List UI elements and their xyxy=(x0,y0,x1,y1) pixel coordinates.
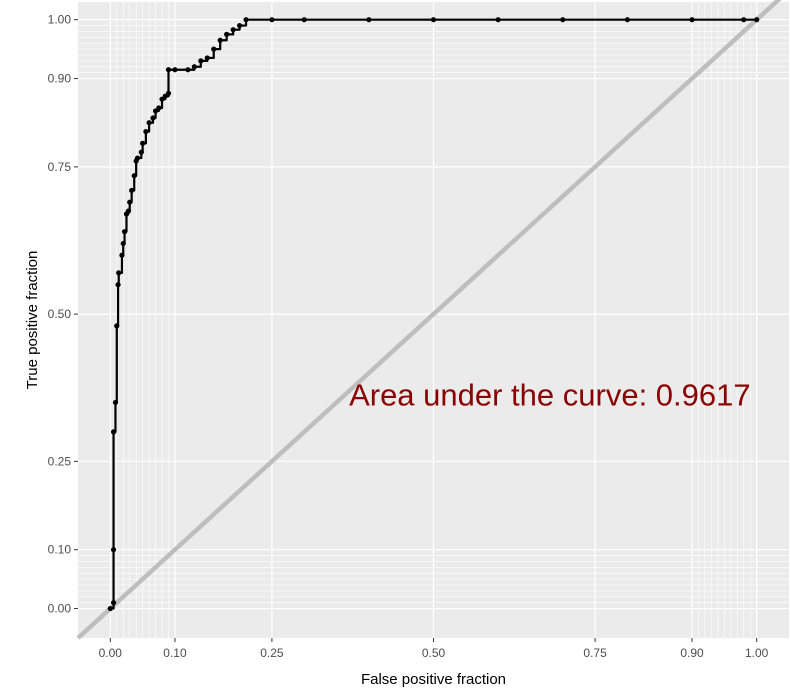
y-tick-label: 0.90 xyxy=(48,72,72,86)
x-tick-label: 0.10 xyxy=(163,646,187,660)
chance-diagonal xyxy=(76,0,782,640)
roc-point xyxy=(140,140,146,146)
y-tick-label: 0.00 xyxy=(48,602,72,616)
roc-point xyxy=(204,55,210,61)
diagonal-line xyxy=(76,0,782,640)
roc-point xyxy=(143,128,149,135)
x-tick-label: 0.75 xyxy=(583,646,607,660)
roc-point xyxy=(116,270,122,276)
x-tick-label: 0.90 xyxy=(680,646,704,660)
x-axis-ticks: 0.00 0.10 0.25 0.50 0.75 0.90 1.00 xyxy=(99,638,769,660)
y-axis-ticks: 0.00 0.10 0.25 0.50 0.75 0.90 1.00 xyxy=(48,13,78,616)
roc-point xyxy=(624,17,631,23)
roc-point xyxy=(146,120,152,126)
roc-point xyxy=(495,17,501,23)
roc-point xyxy=(107,605,113,612)
roc-point xyxy=(110,547,117,553)
roc-point xyxy=(366,17,372,23)
roc-point xyxy=(198,58,204,64)
roc-point xyxy=(689,17,695,23)
roc-point xyxy=(172,67,178,73)
roc-point xyxy=(217,37,223,43)
roc-point xyxy=(115,282,121,288)
roc-point xyxy=(191,64,197,70)
roc-point xyxy=(131,173,137,179)
roc-point xyxy=(127,199,133,205)
roc-point xyxy=(129,187,135,194)
roc-point xyxy=(119,252,125,258)
roc-point xyxy=(211,46,217,52)
roc-point xyxy=(125,208,132,214)
roc-point xyxy=(230,27,236,33)
roc-point xyxy=(112,399,119,406)
roc-point xyxy=(165,67,172,73)
major-gridlines xyxy=(78,2,789,638)
roc-point xyxy=(243,17,249,23)
x-axis-title: False positive fraction xyxy=(361,671,506,688)
roc-point xyxy=(121,229,128,235)
y-axis-title: True positive fraction xyxy=(24,251,41,390)
x-tick-label: 1.00 xyxy=(745,646,769,660)
y-tick-label: 1.00 xyxy=(48,13,72,27)
x-tick-label: 0.25 xyxy=(260,646,284,660)
roc-point xyxy=(741,17,747,23)
y-tick-label: 0.25 xyxy=(48,454,72,468)
roc-point xyxy=(114,323,120,329)
roc-point xyxy=(138,149,144,155)
roc-point xyxy=(150,115,156,121)
roc-point xyxy=(236,22,243,29)
y-tick-label: 0.75 xyxy=(48,160,72,174)
roc-point xyxy=(185,67,191,73)
roc-point xyxy=(110,429,117,435)
roc-point xyxy=(110,600,117,606)
roc-point xyxy=(430,17,437,23)
roc-point xyxy=(560,17,566,23)
roc-point xyxy=(269,17,275,23)
roc-points xyxy=(107,17,760,612)
roc-point xyxy=(301,17,307,23)
roc-point xyxy=(224,31,230,37)
x-tick-label: 0.50 xyxy=(422,646,446,660)
auc-annotation: Area under the curve: 0.9617 xyxy=(349,377,751,412)
y-tick-label: 0.50 xyxy=(48,307,72,321)
x-tick-label: 0.00 xyxy=(99,646,123,660)
roc-point xyxy=(134,155,141,161)
roc-point xyxy=(156,105,162,111)
roc-point xyxy=(120,240,126,247)
y-tick-label: 0.10 xyxy=(48,543,72,557)
roc-point xyxy=(165,90,172,96)
roc-point xyxy=(754,17,760,23)
